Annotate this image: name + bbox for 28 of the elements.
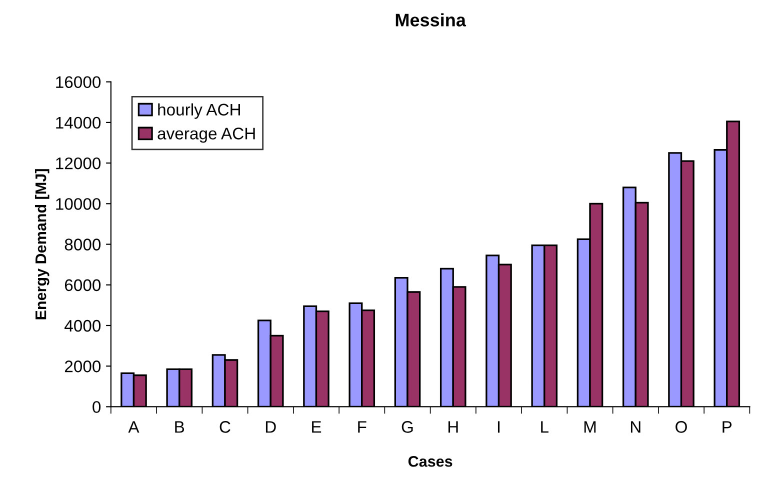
y-tick-label: 6000 xyxy=(64,279,101,292)
legend-label: average ACH xyxy=(158,128,255,143)
y-tick-label: 14000 xyxy=(56,116,101,129)
x-tick-label: N xyxy=(630,421,640,433)
x-tick-label: D xyxy=(266,421,276,433)
y-tick-label: 10000 xyxy=(56,198,101,210)
y-tick-label: 12000 xyxy=(56,157,101,170)
x-tick-label: F xyxy=(358,421,366,433)
x-tick-label: B xyxy=(175,421,184,433)
x-tick-label: L xyxy=(541,421,548,433)
x-axis-title: Cases xyxy=(408,456,452,467)
x-tick-label: M xyxy=(584,421,596,433)
chart-title: Messina xyxy=(396,13,466,26)
x-tick-label: P xyxy=(722,421,732,433)
y-tick-label: 4000 xyxy=(64,320,101,332)
legend-label: hourly ACH xyxy=(158,103,240,119)
x-tick-label: C xyxy=(220,421,230,433)
y-tick-label: 16000 xyxy=(56,76,101,88)
x-tick-label: I xyxy=(498,421,500,433)
x-tick-label: O xyxy=(676,421,687,433)
x-tick-label: E xyxy=(312,421,322,433)
x-tick-label: H xyxy=(448,421,458,433)
y-tick-label: 2000 xyxy=(64,360,101,372)
y-tick-label: 0 xyxy=(92,401,101,413)
x-tick-label: A xyxy=(128,421,140,433)
y-axis-title: Energy Demand [MJ] xyxy=(34,169,50,320)
y-tick-label: 8000 xyxy=(64,238,101,250)
x-tick-label: G xyxy=(402,421,413,433)
